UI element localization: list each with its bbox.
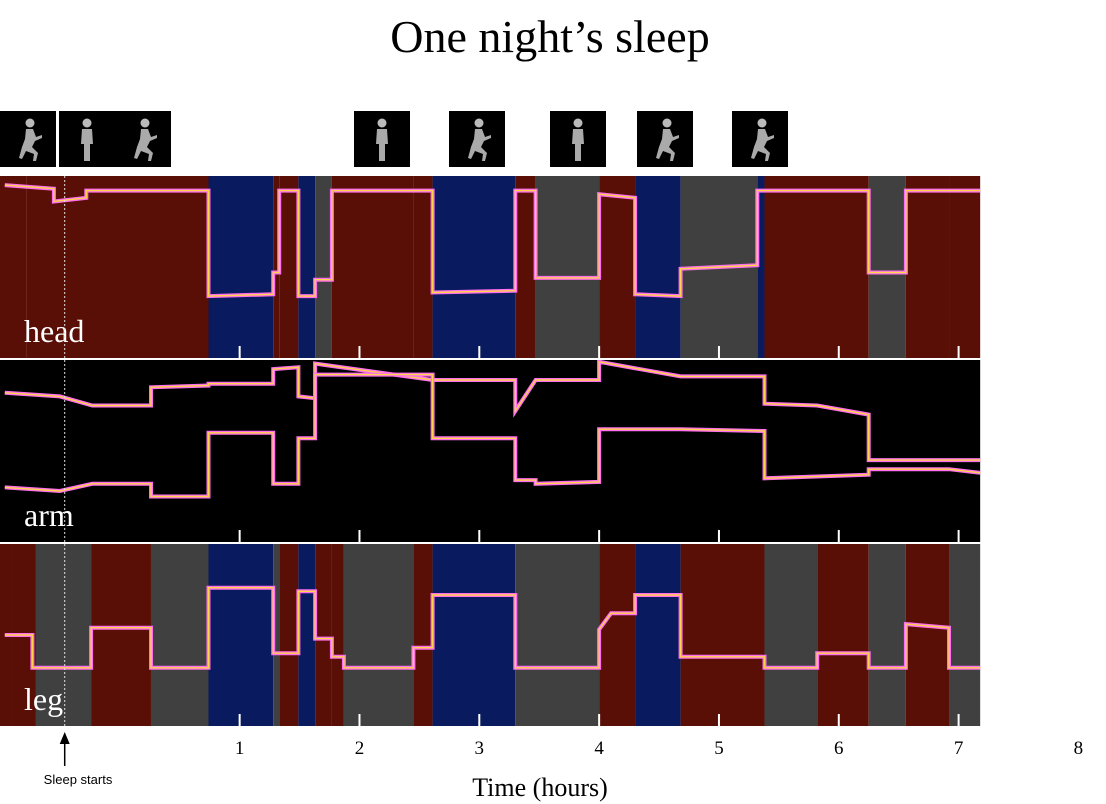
posture-curled-icon [731, 111, 788, 167]
head-posture-segment [599, 176, 636, 358]
leg-posture-segment [949, 544, 981, 726]
posture-standing-icon [59, 111, 116, 167]
leg-posture-segment [599, 544, 636, 726]
leg-posture-segment [298, 544, 316, 726]
leg-posture-segment [680, 544, 765, 726]
leg-posture-segment [91, 544, 151, 726]
leg-row-label: leg [24, 681, 63, 717]
head-posture-segment [331, 176, 414, 358]
posture-curled-icon [448, 111, 505, 167]
leg-posture-segment [635, 544, 681, 726]
leg-posture-segment [413, 544, 433, 726]
head-posture-segment [315, 176, 332, 358]
leg-posture-segment [515, 544, 600, 726]
posture-standing-icon [354, 111, 411, 167]
posture-curled-icon [0, 111, 56, 167]
posture-curled-icon [637, 111, 694, 167]
head-posture-segment [208, 176, 274, 358]
posture-curled-icon [114, 111, 171, 167]
leg-trace-highlight [4, 587, 981, 669]
head-posture-segment [868, 176, 906, 358]
head-posture-segment [0, 176, 27, 358]
head-trace-highlight [4, 184, 981, 297]
x-tick-label: 4 [594, 738, 604, 759]
leg-posture-segment [905, 544, 950, 726]
head-posture-segment [635, 176, 681, 358]
x-tick-label: 1 [235, 738, 245, 759]
leg-posture-segment [315, 544, 332, 726]
x-tick-label: 2 [355, 738, 365, 759]
posture-icon-strip [0, 0, 1106, 170]
head-posture-segment [905, 176, 950, 358]
x-axis-label: Time (hours) [472, 773, 608, 802]
leg-posture-segment [273, 544, 280, 726]
arm-trace-highlight [4, 373, 981, 498]
head-posture-segment [949, 176, 981, 358]
head-posture-segment [764, 176, 869, 358]
x-tick-label: 7 [954, 738, 964, 759]
leg-posture-segment [764, 544, 818, 726]
head-posture-segment [273, 176, 280, 358]
head-posture-segment [413, 176, 433, 358]
head-row-label: head [24, 313, 84, 349]
arm-trace-highlight [4, 360, 981, 461]
leg-posture-segment [150, 544, 209, 726]
head-posture-segment [757, 176, 765, 358]
x-tick-label: 8 [1074, 738, 1084, 759]
leg-posture-segment [35, 544, 92, 726]
head-posture-segment [26, 176, 209, 358]
x-tick-label: 6 [834, 738, 844, 759]
arm-posture-segment [0, 360, 981, 542]
leg-posture-segment [279, 544, 299, 726]
posture-standing-icon [549, 111, 606, 167]
leg-posture-segment [817, 544, 869, 726]
chart-title: One night’s sleep [390, 11, 710, 62]
head-posture-segment [535, 176, 600, 358]
head-posture-segment [298, 176, 316, 358]
x-tick-label: 5 [714, 738, 724, 759]
arm-row-label: arm [24, 497, 74, 533]
leg-posture-segment [343, 544, 414, 726]
head-posture-segment [279, 176, 299, 358]
leg-posture-segment [432, 544, 516, 726]
sleep-start-arrow-head [59, 732, 70, 744]
head-posture-segment [515, 176, 536, 358]
sleep-starts-annotation: Sleep starts [43, 772, 113, 787]
leg-posture-segment [868, 544, 906, 726]
leg-posture-segment [208, 544, 274, 726]
leg-posture-segment [331, 544, 344, 726]
x-tick-label: 3 [475, 738, 485, 759]
head-posture-segment [432, 176, 516, 358]
